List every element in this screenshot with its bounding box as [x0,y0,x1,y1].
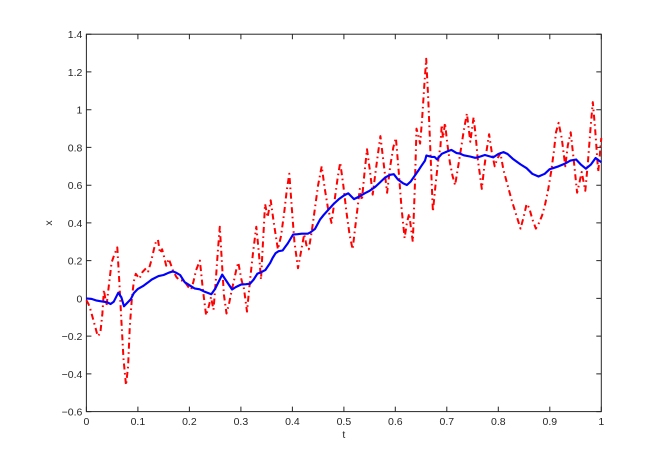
svg-text:0.4: 0.4 [285,416,300,428]
svg-text:t: t [342,429,345,441]
svg-text:−0.2: −0.2 [62,331,83,343]
svg-text:−0.6: −0.6 [62,407,83,419]
svg-text:0.6: 0.6 [68,180,83,192]
svg-text:0.4: 0.4 [68,218,83,230]
svg-text:1: 1 [77,105,83,117]
svg-text:0.5: 0.5 [337,416,352,428]
svg-text:0: 0 [83,416,89,428]
svg-text:0.9: 0.9 [542,416,557,428]
svg-text:0.8: 0.8 [491,416,506,428]
svg-text:x: x [43,220,55,226]
svg-text:1.2: 1.2 [68,67,83,79]
svg-text:−0.4: −0.4 [62,369,83,381]
svg-text:0.1: 0.1 [131,416,146,428]
svg-text:0.8: 0.8 [68,142,83,154]
svg-text:1: 1 [598,416,604,428]
svg-text:0: 0 [77,293,83,305]
svg-text:0.2: 0.2 [182,416,197,428]
svg-text:0.2: 0.2 [68,256,83,268]
svg-text:1.4: 1.4 [68,29,83,41]
svg-text:0.3: 0.3 [234,416,249,428]
svg-text:0.7: 0.7 [439,416,454,428]
svg-text:0.6: 0.6 [388,416,403,428]
